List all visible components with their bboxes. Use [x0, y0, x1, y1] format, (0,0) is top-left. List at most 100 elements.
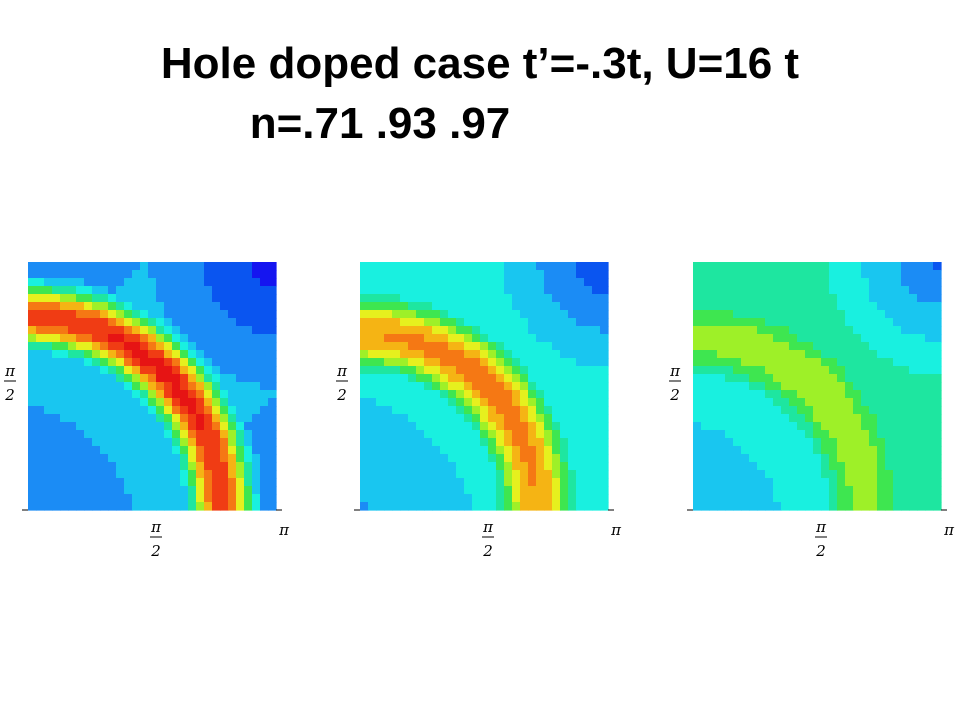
heatmap-cell	[773, 302, 782, 311]
heatmap-cell	[236, 342, 245, 351]
heatmap-cell	[528, 502, 537, 511]
heatmap-cell	[28, 310, 37, 319]
heatmap-cell	[212, 302, 221, 311]
heatmap-cell	[440, 502, 449, 511]
heatmap-cell	[829, 446, 838, 455]
heatmap-cell	[805, 358, 814, 367]
heatmap-cell	[925, 470, 934, 479]
heatmap-cell	[92, 398, 101, 407]
heatmap-cell	[156, 494, 165, 503]
heatmap-cell	[925, 326, 934, 335]
heatmap-cell	[861, 318, 870, 327]
heatmap-cell	[781, 398, 790, 407]
heatmap-cell	[909, 334, 918, 343]
heatmap-cell	[544, 270, 553, 279]
heatmap-cell	[384, 422, 393, 431]
heatmap-cell	[252, 318, 261, 327]
heatmap-cell	[749, 326, 758, 335]
heatmap-cell	[392, 454, 401, 463]
heatmap-cell	[416, 430, 425, 439]
heatmap-cell	[252, 350, 261, 359]
heatmap-cell	[885, 494, 894, 503]
heatmap-cell	[376, 294, 385, 303]
heatmap-cell	[925, 438, 934, 447]
heatmap-cell	[368, 270, 377, 279]
heatmap-cell	[448, 262, 457, 271]
heatmap-cell	[76, 446, 85, 455]
heatmap-cell	[172, 270, 181, 279]
heatmap-cell	[536, 430, 545, 439]
heatmap-cell	[116, 294, 125, 303]
heatmap-cell	[424, 406, 433, 415]
heatmap-cell	[600, 278, 609, 287]
heatmap-cell	[52, 454, 61, 463]
heatmap-cell	[180, 486, 189, 495]
heatmap-cell	[480, 494, 489, 503]
heatmap-cell	[845, 462, 854, 471]
heatmap-cell	[925, 454, 934, 463]
heatmap-cell	[512, 414, 521, 423]
heatmap-cell	[100, 478, 109, 487]
heatmap-cell	[584, 350, 593, 359]
heatmap-cell	[196, 270, 205, 279]
heatmap-cell	[861, 438, 870, 447]
heatmap-cell	[132, 310, 141, 319]
heatmap-cell	[268, 486, 277, 495]
heatmap-cell	[552, 478, 561, 487]
heatmap-cell	[84, 302, 93, 311]
heatmap-cell	[36, 262, 45, 271]
heatmap-cell	[757, 438, 766, 447]
heatmap-cell	[693, 446, 702, 455]
heatmap-cell	[36, 438, 45, 447]
heatmap-cell	[933, 286, 942, 295]
heatmap-cell	[789, 310, 798, 319]
heatmap-cell	[156, 318, 165, 327]
heatmap-cell	[408, 406, 417, 415]
heatmap-cell	[536, 494, 545, 503]
heatmap-cell	[68, 446, 77, 455]
heatmap-cell	[837, 374, 846, 383]
heatmap-cell	[877, 422, 886, 431]
heatmap-cell	[28, 350, 37, 359]
heatmap-cell	[148, 470, 157, 479]
heatmap-cell	[464, 350, 473, 359]
heatmap-cell	[480, 390, 489, 399]
heatmap-cell	[725, 430, 734, 439]
heatmap-cell	[472, 406, 481, 415]
heatmap-cell	[749, 438, 758, 447]
heatmap-cell	[260, 390, 269, 399]
heatmap-cell	[432, 358, 441, 367]
heatmap-cell	[933, 294, 942, 303]
heatmap-cell	[504, 406, 513, 415]
heatmap-cell	[204, 470, 213, 479]
heatmap-cell	[877, 286, 886, 295]
heatmap-cell	[813, 302, 822, 311]
heatmap-cell	[893, 278, 902, 287]
heatmap-cell	[853, 494, 862, 503]
heatmap-cell	[116, 366, 125, 375]
heatmap-cell	[893, 422, 902, 431]
heatmap-cell	[536, 478, 545, 487]
heatmap-cell	[480, 430, 489, 439]
heatmap-cell	[384, 454, 393, 463]
heatmap-cell	[893, 358, 902, 367]
heatmap-cell	[392, 494, 401, 503]
heatmap-cell	[440, 374, 449, 383]
heatmap-cell	[717, 478, 726, 487]
heatmap-cell	[100, 494, 109, 503]
heatmap-cell	[781, 262, 790, 271]
heatmap-cell	[268, 366, 277, 375]
heatmap-cell	[156, 398, 165, 407]
heatmap-cell	[132, 358, 141, 367]
heatmap-cell	[789, 302, 798, 311]
heatmap-cell	[440, 430, 449, 439]
heatmap-cell	[116, 374, 125, 383]
heatmap-cell	[432, 430, 441, 439]
heatmap-cell	[172, 310, 181, 319]
heatmap-cell	[797, 470, 806, 479]
heatmap-cell	[805, 374, 814, 383]
heatmap-cell	[701, 350, 710, 359]
heatmap-cell	[116, 318, 125, 327]
heatmap-cell	[360, 430, 369, 439]
heatmap-cell	[196, 438, 205, 447]
